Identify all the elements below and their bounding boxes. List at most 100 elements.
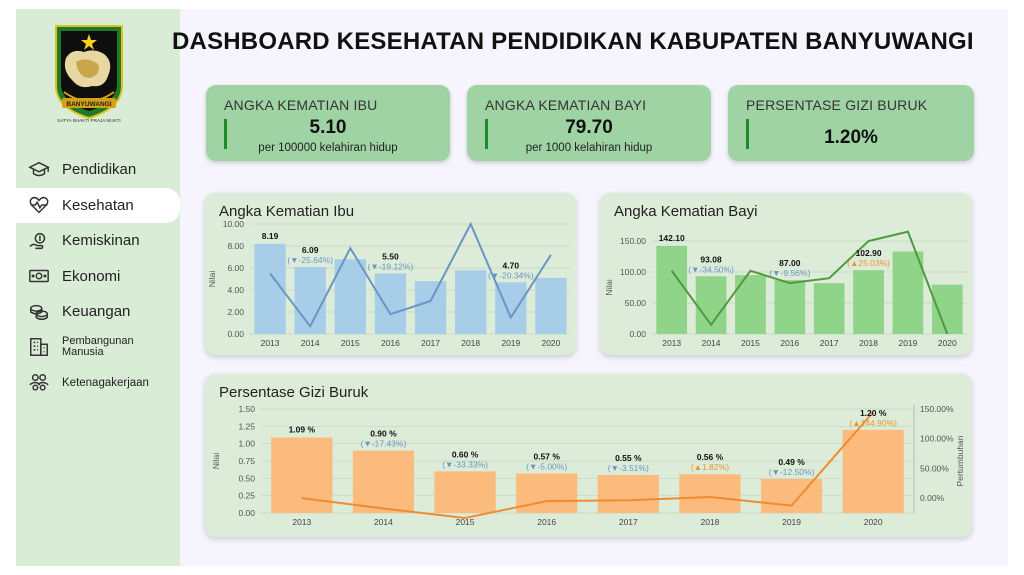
sidebar-item-pendidikan[interactable]: Pendidikan (16, 152, 180, 188)
page-title: DASHBOARD KESEHATAN PENDIDIKAN KABUPATEN… (172, 28, 974, 55)
y-tick-label: 6.00 (227, 263, 244, 273)
chart-bar (774, 280, 806, 334)
chart-gizi-buruk: 0.00 0.25 0.50 0.75 1.00 1.25 1.50 Nilai 2013 201… (211, 404, 965, 527)
y-tick-label: 0.50 (238, 473, 255, 483)
sidebar-item-pembangunan-manusia[interactable]: Pembangunan Manusia (16, 330, 180, 366)
y-tick-label: 0.00 (629, 329, 646, 339)
y-axis-label: Nilai (211, 453, 221, 470)
x-tick-label: 2014 (374, 517, 393, 527)
y2-tick-label: 50.00% (920, 463, 949, 473)
x-tick-label: 2017 (820, 338, 839, 348)
chart-bar (254, 243, 286, 334)
x-tick-label: 2018 (859, 338, 878, 348)
logo-banner-text: BANYUWANGI (66, 101, 111, 108)
kpi-card-gizi-buruk: PERSENTASE GIZI BURUK 1.20% (728, 85, 974, 161)
x-tick-label: 2013 (261, 338, 280, 348)
y-tick-label: 0.75 (238, 456, 255, 466)
x-tick-label: 2015 (456, 517, 475, 527)
heartbeat-icon (28, 194, 50, 216)
data-label: 87.00 (779, 258, 801, 268)
change-label: (▼-34.50%) (688, 264, 734, 274)
chart-card-gizi-buruk: Persentase Gizi Buruk 0.00 0.25 0.50 0.75 1.… (205, 374, 972, 537)
data-label: 102.90 (856, 248, 882, 258)
data-label: 93.08 (700, 254, 722, 264)
series-line (670, 230, 949, 335)
x-tick-label: 2013 (292, 517, 311, 527)
chart-bar (931, 284, 963, 334)
x-tick-label: 2016 (381, 338, 400, 348)
x-tick-label: 2016 (537, 517, 556, 527)
chart-bar (656, 245, 688, 334)
y2-tick-label: 100.00% (920, 434, 954, 444)
chart-bar (434, 471, 496, 513)
money-icon (28, 265, 50, 287)
x-tick-label: 2020 (541, 338, 560, 348)
change-label: (▼-20.34%) (488, 270, 534, 280)
y-tick-label: 150.00 (620, 236, 646, 246)
chart-kematian-ibu: 0.00 2.00 4.00 6.00 8.00 10.00 Nilai 2013 2014 20… (207, 219, 571, 348)
x-tick-label: 2018 (461, 338, 480, 348)
chart-bar (760, 479, 823, 513)
chart-bar (813, 283, 845, 334)
graduation-cap-icon (28, 159, 50, 181)
chart-bar (516, 473, 578, 513)
kpi-card-kematian-bayi: ANGKA KEMATIAN BAYI 79.70 per 1000 kelah… (467, 85, 711, 161)
data-label: 1.09 % (289, 424, 316, 434)
kpi-value: 79.70 (565, 117, 613, 138)
x-tick-label: 2019 (501, 338, 520, 348)
y-tick-label: 0.00 (227, 329, 244, 339)
building-icon (28, 336, 50, 358)
chart-bar (535, 277, 567, 334)
x-tick-label: 2017 (421, 338, 440, 348)
x-tick-label: 2019 (782, 517, 801, 527)
y-tick-label: 0.00 (238, 508, 255, 518)
sidebar-item-kesehatan[interactable]: Kesehatan (16, 187, 180, 223)
data-label: 6.09 (302, 245, 319, 255)
x-tick-label: 2020 (938, 338, 957, 348)
sidebar-item-label: Keuangan (62, 303, 131, 321)
change-label: (▼-5.00%) (526, 461, 567, 471)
chart-bar (294, 267, 326, 334)
change-label: (▼-19.12%) (368, 262, 414, 272)
change-label: (▼-33.33%) (442, 459, 488, 469)
sidebar-item-label: Pembangunan Manusia (62, 336, 134, 358)
change-label: (▲1.82%) (691, 462, 729, 472)
chart-title: Persentase Gizi Buruk (219, 384, 369, 401)
sidebar-item-label: Kemiskinan (62, 232, 140, 250)
y2-axis-label: Pertumbuhan (955, 435, 965, 486)
data-label: 8.19 (262, 231, 279, 241)
sidebar-item-label: Ekonomi (62, 267, 121, 285)
sidebar-item-kemiskinan[interactable]: Kemiskinan (16, 223, 180, 259)
data-label: 0.49 % (778, 457, 805, 467)
y-tick-label: 1.00 (238, 439, 255, 449)
chart-bar (334, 259, 366, 334)
logo-motto-text: SATYA BHAKTI PRAJA MUKTI (57, 118, 120, 123)
series-line (269, 221, 552, 329)
sidebar-item-keuangan[interactable]: Keuangan (16, 294, 180, 330)
x-tick-label: 2020 (864, 517, 883, 527)
coins-icon (28, 301, 50, 323)
chart-bar (597, 474, 659, 513)
y-tick-label: 10.00 (223, 219, 245, 229)
sidebar-item-ekonomi[interactable]: Ekonomi (16, 259, 180, 295)
chart-title: Angka Kematian Bayi (614, 203, 758, 220)
kpi-value: 5.10 (309, 117, 347, 138)
sidebar-item-label: Ketenagakerjaan (62, 376, 149, 389)
data-label: 0.90 % (370, 429, 397, 439)
chart-card-kematian-ibu: Angka Kematian Ibu 0.00 2.00 4.00 6.00 8.00 1… (205, 193, 576, 355)
people-icon (28, 372, 50, 394)
kpi-value: 1.20% (824, 127, 878, 148)
x-tick-label: 2018 (700, 517, 719, 527)
chart-bar (853, 270, 884, 334)
kpi-title: ANGKA KEMATIAN BAYI (485, 97, 647, 113)
kpi-title: ANGKA KEMATIAN IBU (224, 97, 378, 113)
data-label: 142.10 (659, 233, 685, 243)
data-label: 0.55 % (615, 453, 642, 463)
kpi-accent-bar (746, 119, 749, 149)
sidebar-item-ketenagakerjaan[interactable]: Ketenagakerjaan (16, 365, 180, 401)
x-tick-label: 2016 (780, 338, 799, 348)
change-label: (▲144.90%) (849, 418, 897, 428)
x-tick-label: 2015 (341, 338, 360, 348)
chart-bar (352, 450, 415, 513)
change-label: (▲25.03%) (847, 258, 890, 268)
